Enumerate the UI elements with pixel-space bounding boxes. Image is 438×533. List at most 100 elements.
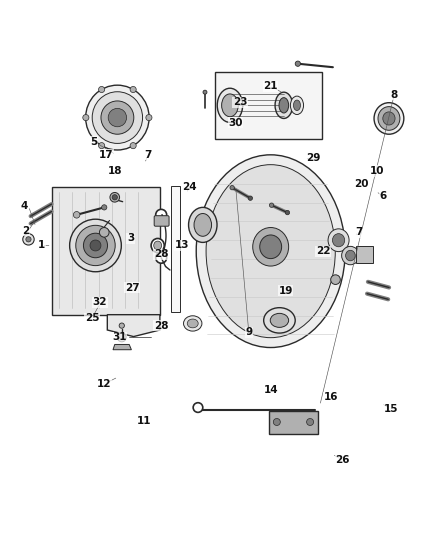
Ellipse shape <box>146 115 152 120</box>
Text: 10: 10 <box>369 166 384 176</box>
Ellipse shape <box>248 196 253 200</box>
Ellipse shape <box>117 333 126 342</box>
Text: 4: 4 <box>21 201 28 211</box>
Ellipse shape <box>285 211 290 215</box>
Ellipse shape <box>184 316 202 331</box>
Ellipse shape <box>342 246 359 265</box>
Ellipse shape <box>101 101 134 134</box>
Ellipse shape <box>332 233 345 247</box>
Ellipse shape <box>73 212 80 218</box>
Text: 11: 11 <box>136 416 151 426</box>
Text: 26: 26 <box>335 455 350 465</box>
Text: 3: 3 <box>127 233 134 243</box>
Ellipse shape <box>187 319 198 328</box>
Text: 31: 31 <box>112 333 127 343</box>
Text: 12: 12 <box>97 379 112 389</box>
Ellipse shape <box>188 207 217 243</box>
Polygon shape <box>113 344 131 350</box>
Ellipse shape <box>374 103 404 134</box>
Text: 23: 23 <box>233 97 247 107</box>
Ellipse shape <box>217 88 243 123</box>
Text: 32: 32 <box>92 297 107 308</box>
Text: 5: 5 <box>91 136 98 147</box>
Text: 6: 6 <box>380 191 387 201</box>
Ellipse shape <box>23 233 34 245</box>
Text: 9: 9 <box>245 327 252 337</box>
Ellipse shape <box>383 112 395 125</box>
Ellipse shape <box>130 86 136 93</box>
Text: 18: 18 <box>107 166 122 176</box>
Text: 15: 15 <box>383 404 398 414</box>
Ellipse shape <box>328 229 349 252</box>
Ellipse shape <box>86 85 149 150</box>
FancyBboxPatch shape <box>154 216 169 226</box>
Ellipse shape <box>83 115 89 120</box>
Text: 20: 20 <box>354 179 369 189</box>
Text: 21: 21 <box>263 81 278 91</box>
Ellipse shape <box>156 252 166 263</box>
Ellipse shape <box>154 241 162 250</box>
Text: 14: 14 <box>263 385 278 395</box>
Ellipse shape <box>26 237 31 242</box>
Ellipse shape <box>346 251 355 261</box>
Ellipse shape <box>194 214 212 236</box>
Ellipse shape <box>99 143 105 149</box>
Polygon shape <box>107 314 160 336</box>
Text: 30: 30 <box>228 118 243 128</box>
Text: 22: 22 <box>316 246 331 256</box>
Ellipse shape <box>193 403 203 413</box>
Ellipse shape <box>110 192 120 202</box>
Ellipse shape <box>108 108 127 127</box>
Ellipse shape <box>269 203 274 207</box>
Text: 24: 24 <box>182 182 197 192</box>
Ellipse shape <box>378 107 400 130</box>
Ellipse shape <box>253 228 289 266</box>
Ellipse shape <box>293 100 300 110</box>
Ellipse shape <box>92 92 143 143</box>
Ellipse shape <box>203 90 207 94</box>
Ellipse shape <box>119 323 124 328</box>
Ellipse shape <box>222 94 238 117</box>
Ellipse shape <box>260 235 282 259</box>
Text: 28: 28 <box>154 249 169 259</box>
Ellipse shape <box>290 96 304 115</box>
Ellipse shape <box>196 155 345 348</box>
Text: 19: 19 <box>279 286 293 296</box>
Bar <box>215 71 322 140</box>
Text: 7: 7 <box>145 150 152 160</box>
Ellipse shape <box>83 233 107 258</box>
Ellipse shape <box>156 209 166 220</box>
Text: 28: 28 <box>154 321 169 330</box>
Polygon shape <box>52 187 160 314</box>
Ellipse shape <box>102 205 107 210</box>
Ellipse shape <box>99 86 105 93</box>
Ellipse shape <box>112 195 117 200</box>
Ellipse shape <box>275 92 293 118</box>
Ellipse shape <box>295 61 300 66</box>
Text: 16: 16 <box>323 392 338 402</box>
Text: 25: 25 <box>85 313 99 323</box>
Ellipse shape <box>273 418 280 425</box>
Text: 27: 27 <box>125 282 140 293</box>
Text: 2: 2 <box>22 225 29 236</box>
Ellipse shape <box>206 165 336 338</box>
Ellipse shape <box>99 228 109 237</box>
Text: 13: 13 <box>174 240 189 251</box>
Ellipse shape <box>130 143 136 149</box>
Bar <box>171 187 180 312</box>
Text: 29: 29 <box>306 153 320 163</box>
Ellipse shape <box>307 418 314 425</box>
Ellipse shape <box>90 240 101 251</box>
Ellipse shape <box>70 219 121 272</box>
Text: 8: 8 <box>391 90 398 100</box>
Ellipse shape <box>230 185 234 190</box>
Text: 17: 17 <box>99 150 113 160</box>
Ellipse shape <box>264 308 295 333</box>
Ellipse shape <box>151 238 164 253</box>
Ellipse shape <box>331 275 340 285</box>
Text: 7: 7 <box>356 228 363 237</box>
Ellipse shape <box>270 313 289 327</box>
Bar <box>356 246 373 263</box>
Bar <box>269 411 318 434</box>
Ellipse shape <box>76 225 115 265</box>
